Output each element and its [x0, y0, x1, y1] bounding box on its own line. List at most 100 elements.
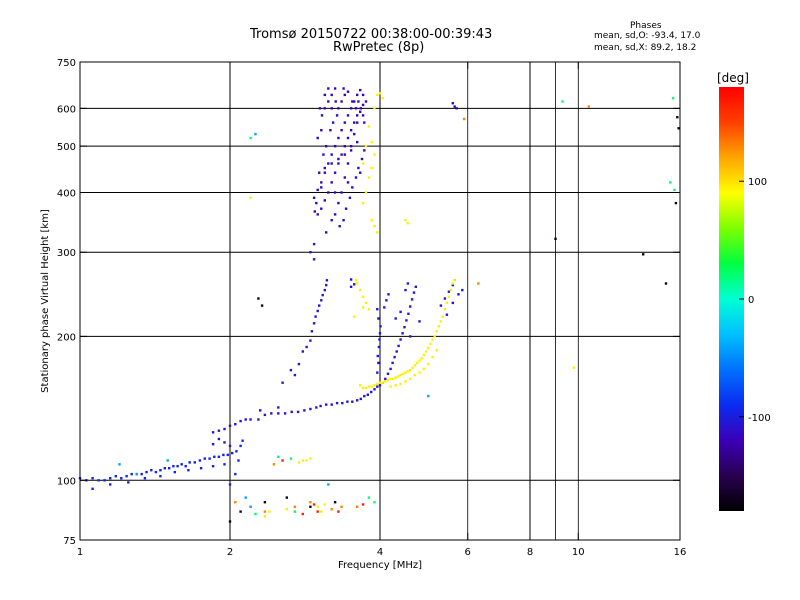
- data-point: [395, 350, 398, 353]
- data-point: [353, 132, 356, 136]
- data-point: [394, 376, 397, 379]
- data-point: [334, 100, 337, 103]
- data-point: [376, 371, 379, 374]
- data-point: [399, 338, 402, 341]
- data-point: [323, 199, 326, 202]
- data-point: [330, 508, 333, 511]
- data-point: [409, 377, 412, 381]
- data-point: [385, 299, 388, 302]
- data-point: [387, 293, 390, 296]
- data-point: [316, 505, 319, 508]
- data-point: [327, 483, 330, 486]
- data-point: [366, 393, 369, 396]
- data-point: [125, 475, 128, 478]
- data-point: [320, 186, 323, 189]
- data-point: [150, 469, 153, 472]
- data-point: [373, 388, 376, 391]
- data-point: [409, 368, 412, 372]
- data-point: [309, 339, 312, 342]
- colorbar-tick-label: -100: [748, 413, 771, 424]
- data-point: [327, 191, 330, 194]
- data-point: [323, 166, 326, 170]
- data-point: [407, 312, 410, 315]
- data-point: [309, 505, 312, 508]
- x-tick-label: 8: [527, 547, 533, 558]
- data-point: [363, 149, 366, 152]
- data-point: [289, 457, 293, 460]
- data-point: [168, 467, 171, 470]
- data-point: [310, 330, 314, 333]
- data-point: [321, 293, 324, 297]
- data-point: [677, 127, 680, 130]
- data-point: [431, 338, 434, 341]
- data-point: [453, 105, 456, 108]
- colorbar-tick-label: 0: [748, 295, 754, 306]
- data-point: [293, 505, 297, 508]
- data-point: [259, 409, 262, 412]
- data-point: [293, 510, 297, 513]
- data-point: [411, 366, 414, 369]
- data-point: [462, 117, 466, 121]
- data-point: [184, 465, 187, 468]
- data-point: [228, 520, 232, 523]
- data-point: [429, 342, 432, 345]
- data-point: [353, 315, 356, 318]
- data-point: [642, 253, 645, 256]
- phase-stats-x-line: mean, sd,X: 89.2, 18.2: [594, 43, 697, 53]
- data-point: [281, 459, 284, 462]
- data-point: [435, 349, 438, 352]
- data-point: [239, 510, 242, 513]
- chart-subtitle: RwPretec (8p): [333, 40, 425, 55]
- data-point: [370, 140, 373, 144]
- data-point: [329, 129, 332, 132]
- data-point: [413, 373, 417, 377]
- y-tick-label: 600: [57, 104, 76, 115]
- chart-title: Tromsø 20150722 00:38:00-00:39:43: [250, 27, 493, 42]
- data-point: [348, 196, 352, 199]
- data-point: [346, 114, 350, 117]
- data-point: [359, 288, 362, 292]
- data-point: [333, 501, 337, 504]
- data-point: [312, 242, 316, 246]
- data-point: [337, 157, 340, 161]
- data-point: [418, 359, 421, 362]
- data-point: [333, 171, 337, 174]
- data-point: [320, 114, 324, 117]
- data-point: [403, 326, 406, 329]
- data-point: [325, 403, 328, 406]
- data-point: [373, 153, 376, 156]
- data-point: [367, 496, 371, 499]
- data-point: [406, 282, 410, 285]
- data-point: [337, 136, 340, 140]
- data-point: [318, 171, 321, 174]
- data-point: [316, 510, 319, 513]
- y-tick-label: 100: [57, 476, 76, 487]
- data-point: [277, 455, 280, 458]
- data-point: [351, 100, 354, 103]
- data-point: [346, 400, 349, 403]
- data-point: [437, 325, 440, 328]
- y-tick-label: 400: [57, 188, 76, 199]
- data-point: [330, 219, 333, 222]
- data-point: [316, 213, 319, 216]
- data-point: [381, 381, 384, 384]
- data-point: [427, 362, 430, 366]
- data-point: [447, 295, 451, 298]
- data-point: [351, 400, 354, 403]
- data-point: [301, 459, 304, 462]
- data-point: [361, 386, 365, 390]
- colorbar-tick-label: 100: [748, 177, 767, 188]
- data-point: [211, 465, 215, 468]
- data-point: [263, 413, 267, 417]
- data-point: [263, 510, 267, 513]
- data-point: [263, 501, 267, 504]
- data-point: [361, 306, 365, 309]
- data-point: [445, 313, 449, 316]
- data-point: [381, 97, 384, 100]
- data-point: [353, 283, 356, 286]
- data-point: [337, 201, 340, 205]
- data-point: [330, 162, 333, 165]
- data-point: [187, 469, 190, 472]
- axis-ticks: 1 2 4 6 8 10 16 75 100 200 300 400 500 600 750: [57, 58, 686, 558]
- data-point: [301, 350, 304, 353]
